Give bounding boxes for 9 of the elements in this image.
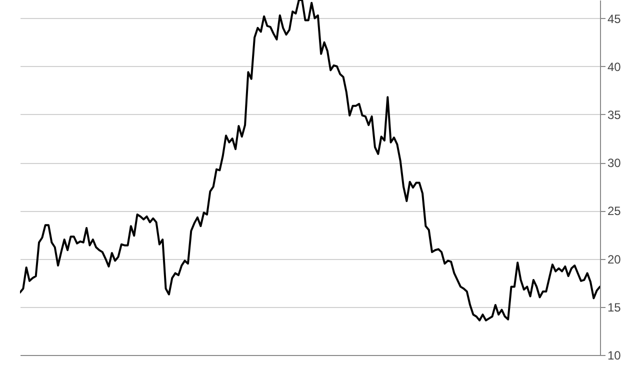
y-tick-label: 40 [608,60,622,74]
y-tick-label: 35 [608,108,622,122]
y-tick-label: 25 [608,204,622,218]
y-tick-label: 45 [608,12,622,26]
line-series [20,0,600,322]
y-tick-label: 30 [608,156,622,170]
y-tick-label: 10 [608,348,622,362]
y-tick-label: 15 [608,300,622,314]
y-tick-label: 20 [608,252,622,266]
